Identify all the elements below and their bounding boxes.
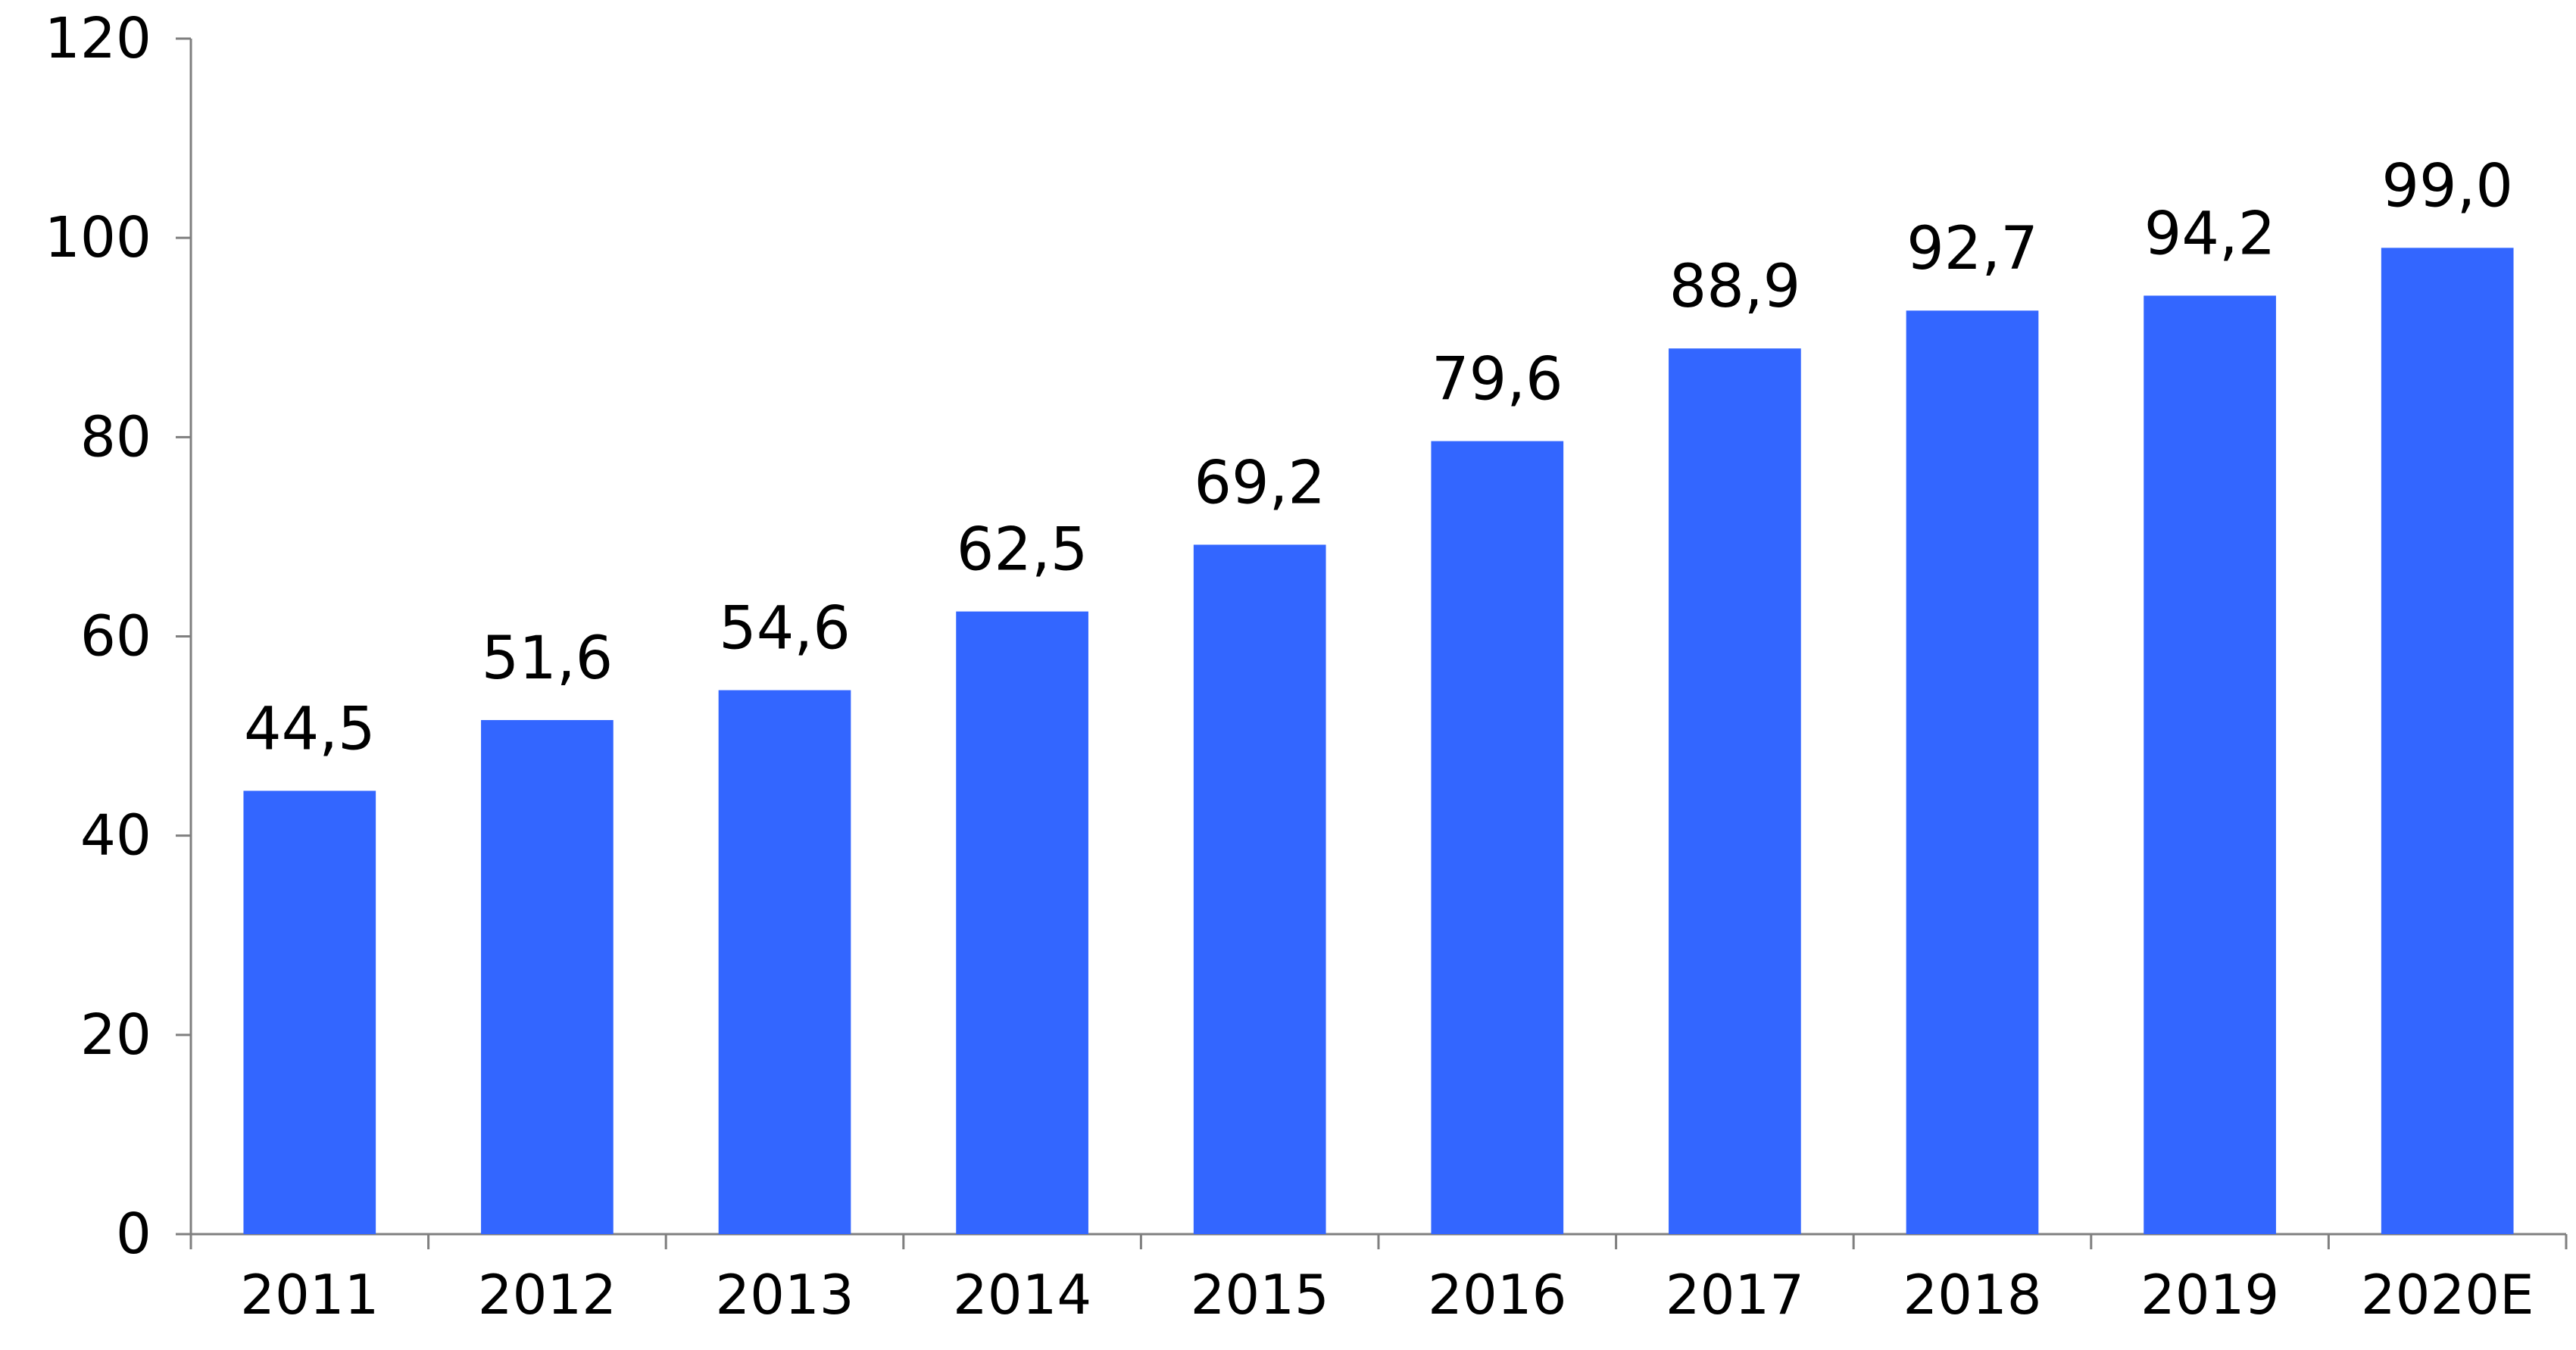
x-tick-label: 2013 xyxy=(715,1263,854,1327)
bar-2014 xyxy=(956,611,1088,1234)
bar-2018 xyxy=(1906,310,2039,1234)
bar-2017 xyxy=(1669,348,1801,1235)
data-labels: 44,5 51,6 54,6 62,5 69,2 79,6 88,9 92,7 94,2 99,0 xyxy=(244,152,2513,763)
x-tick-label: 2014 xyxy=(953,1263,1091,1327)
y-tick-label: 20 xyxy=(80,1002,151,1068)
x-tick-label: 2012 xyxy=(478,1263,617,1327)
bars xyxy=(243,248,2514,1235)
data-label: 44,5 xyxy=(244,695,376,763)
y-tick-label: 120 xyxy=(45,6,151,71)
y-tick-label: 40 xyxy=(80,803,151,868)
y-tick-label: 0 xyxy=(116,1202,151,1267)
bar-2019 xyxy=(2144,295,2276,1234)
bar-2020E xyxy=(2381,248,2514,1235)
data-label: 51,6 xyxy=(482,625,614,693)
x-tick-label: 2015 xyxy=(1191,1263,1329,1327)
bar-2016 xyxy=(1431,441,1564,1234)
data-label: 99,0 xyxy=(2381,152,2513,220)
y-tick-label: 80 xyxy=(80,404,151,469)
data-label: 79,6 xyxy=(1432,346,1563,414)
x-tick-label: 2020E xyxy=(2361,1263,2534,1327)
data-label: 92,7 xyxy=(1906,215,2038,283)
data-label: 62,5 xyxy=(957,516,1088,585)
data-label: 54,6 xyxy=(719,595,851,663)
data-label: 88,9 xyxy=(1669,253,1801,321)
y-axis: 0 20 40 60 80 100 120 xyxy=(45,6,192,1267)
y-tick-label: 100 xyxy=(45,205,151,270)
bar-2013 xyxy=(718,690,851,1234)
x-tick-label: 2016 xyxy=(1428,1263,1566,1327)
x-tick-label: 2017 xyxy=(1666,1263,1804,1327)
bar-2011 xyxy=(243,790,376,1234)
bar-2012 xyxy=(481,720,614,1234)
data-label: 94,2 xyxy=(2144,200,2276,268)
x-tick-label: 2019 xyxy=(2140,1263,2279,1327)
data-label: 69,2 xyxy=(1194,449,1325,517)
x-tick-label: 2011 xyxy=(240,1263,379,1327)
bar-2015 xyxy=(1193,544,1326,1234)
x-tick-label: 2018 xyxy=(1903,1263,2041,1327)
y-tick-label: 60 xyxy=(80,604,151,669)
x-axis: 2011 2012 2013 2014 2015 2016 2017 2018 2019 2020… xyxy=(189,1233,2568,1327)
